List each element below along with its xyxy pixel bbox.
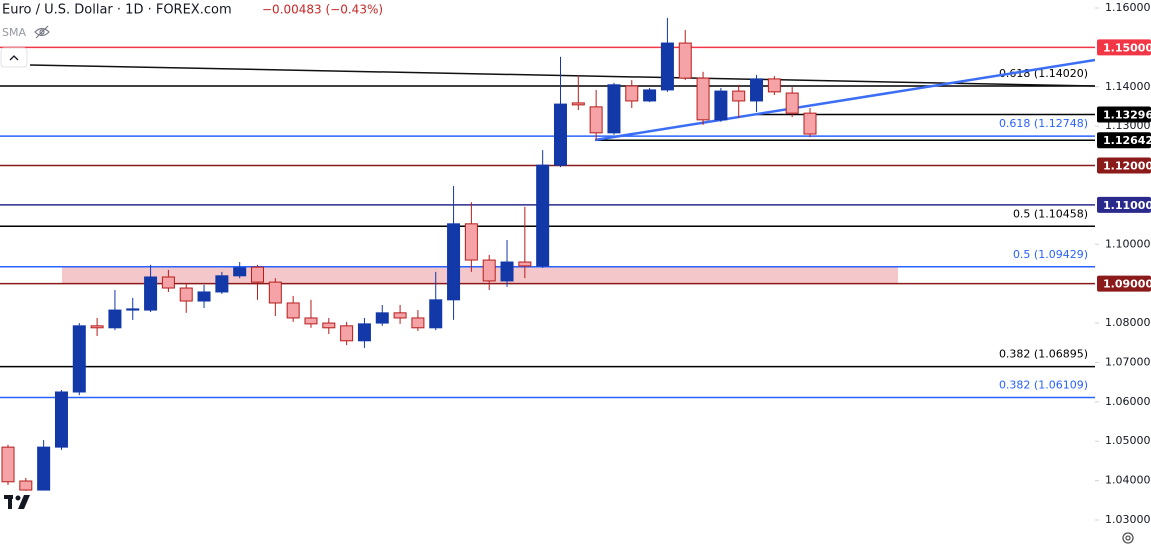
candle-body xyxy=(179,287,193,302)
y-tick-label: 1.10000 xyxy=(1105,237,1151,250)
candle-body xyxy=(607,84,621,134)
candle-body xyxy=(803,112,817,135)
candle-body xyxy=(54,391,68,448)
price-change: −0.00483 (−0.43%) xyxy=(262,3,383,17)
candle-body xyxy=(500,261,514,282)
candle-body xyxy=(482,259,496,282)
visibility-icon[interactable] xyxy=(34,25,50,39)
candle-body xyxy=(696,77,710,121)
trend-line xyxy=(594,58,1096,142)
candle-body xyxy=(411,317,425,329)
candle-body xyxy=(643,89,657,102)
y-tick-label: 1.08000 xyxy=(1105,316,1151,329)
candle-body xyxy=(161,276,175,289)
level-badge xyxy=(1097,275,1151,292)
candle-body xyxy=(571,102,585,106)
axis-background xyxy=(1095,0,1151,545)
fib-label: 0.618 (1.12748) xyxy=(999,117,1088,130)
level-badge-label: 1.09000 xyxy=(1103,278,1151,291)
indicator-label[interactable]: SMA xyxy=(2,26,26,39)
fib-label: 0.618 (1.14020) xyxy=(999,67,1088,80)
candle-body xyxy=(268,281,282,304)
y-tick-label: 1.07000 xyxy=(1105,355,1151,368)
y-tick-label: 1.03000 xyxy=(1105,513,1151,526)
fib-label: 0.382 (1.06895) xyxy=(999,348,1088,361)
support-zone xyxy=(62,267,898,283)
candle-body xyxy=(357,323,371,342)
candle-body xyxy=(678,42,692,79)
candle-body xyxy=(785,92,799,114)
candle-body xyxy=(553,103,567,166)
candle-body xyxy=(464,223,478,261)
fib-label: 0.382 (1.06109) xyxy=(999,379,1088,392)
chart-title: Euro / U.S. Dollar · 1D · FOREX.com xyxy=(2,3,232,18)
candle-body xyxy=(304,317,318,325)
level-badge xyxy=(1097,106,1151,123)
level-badge xyxy=(1097,196,1151,213)
candle-body xyxy=(37,446,51,491)
levels: 0.618 (1.14020) 0.618 (1.12748) 0.5 (1.104… xyxy=(0,46,1095,399)
candles xyxy=(1,17,817,491)
candle-body xyxy=(589,106,603,134)
collapse-button[interactable] xyxy=(0,47,28,68)
fib-label: 0.5 (1.10458) xyxy=(1013,207,1088,220)
candle-body xyxy=(126,308,140,311)
candle-body xyxy=(714,90,728,121)
candle-body xyxy=(19,480,33,491)
candle-body xyxy=(1,446,15,483)
level-badge xyxy=(1097,157,1151,174)
candle-body xyxy=(518,261,532,267)
candle-body xyxy=(393,312,407,319)
candle-body xyxy=(375,312,389,324)
y-tick-label: 1.16000 xyxy=(1105,1,1151,14)
candle-body xyxy=(447,223,461,301)
level-badge xyxy=(1097,132,1151,149)
level-badge xyxy=(1097,39,1151,56)
candle-body xyxy=(767,78,781,93)
candle-body xyxy=(144,276,158,311)
candle-body xyxy=(90,325,104,329)
candle-body xyxy=(286,302,300,319)
candle-body xyxy=(197,291,211,302)
candle-body xyxy=(625,85,639,102)
level-badge-label: 1.12000 xyxy=(1103,160,1151,173)
candle-body xyxy=(750,78,764,102)
price-axis: 1.03000 1.04000 1.05000 1.06000 1.07000 1.080… xyxy=(1095,0,1151,545)
candle-body xyxy=(732,90,746,102)
level-badge-label: 1.13296 xyxy=(1103,108,1151,121)
settings-icon[interactable] xyxy=(1122,532,1134,544)
y-tick-label: 1.05000 xyxy=(1105,434,1151,447)
level-badge-label: 1.11000 xyxy=(1103,199,1151,212)
y-tick-label: 1.04000 xyxy=(1105,474,1151,487)
candle-body xyxy=(429,299,443,329)
candle-body xyxy=(233,267,247,277)
candle-body xyxy=(108,309,122,329)
level-badge-label: 1.12642 xyxy=(1103,134,1151,147)
fib-label: 0.5 (1.09429) xyxy=(1013,248,1088,261)
y-tick-label: 1.14000 xyxy=(1105,80,1151,93)
candle-body xyxy=(340,325,354,342)
level-badge-label: 1.15000 xyxy=(1103,41,1151,54)
logo xyxy=(4,495,30,509)
candle-body xyxy=(72,325,86,393)
candle-body xyxy=(322,322,336,329)
candle-body xyxy=(660,42,674,91)
candle-body xyxy=(251,266,265,283)
candle-body xyxy=(536,164,550,267)
candle-body xyxy=(215,275,229,293)
trend-line xyxy=(29,64,1096,87)
y-tick-label: 1.06000 xyxy=(1105,395,1151,408)
